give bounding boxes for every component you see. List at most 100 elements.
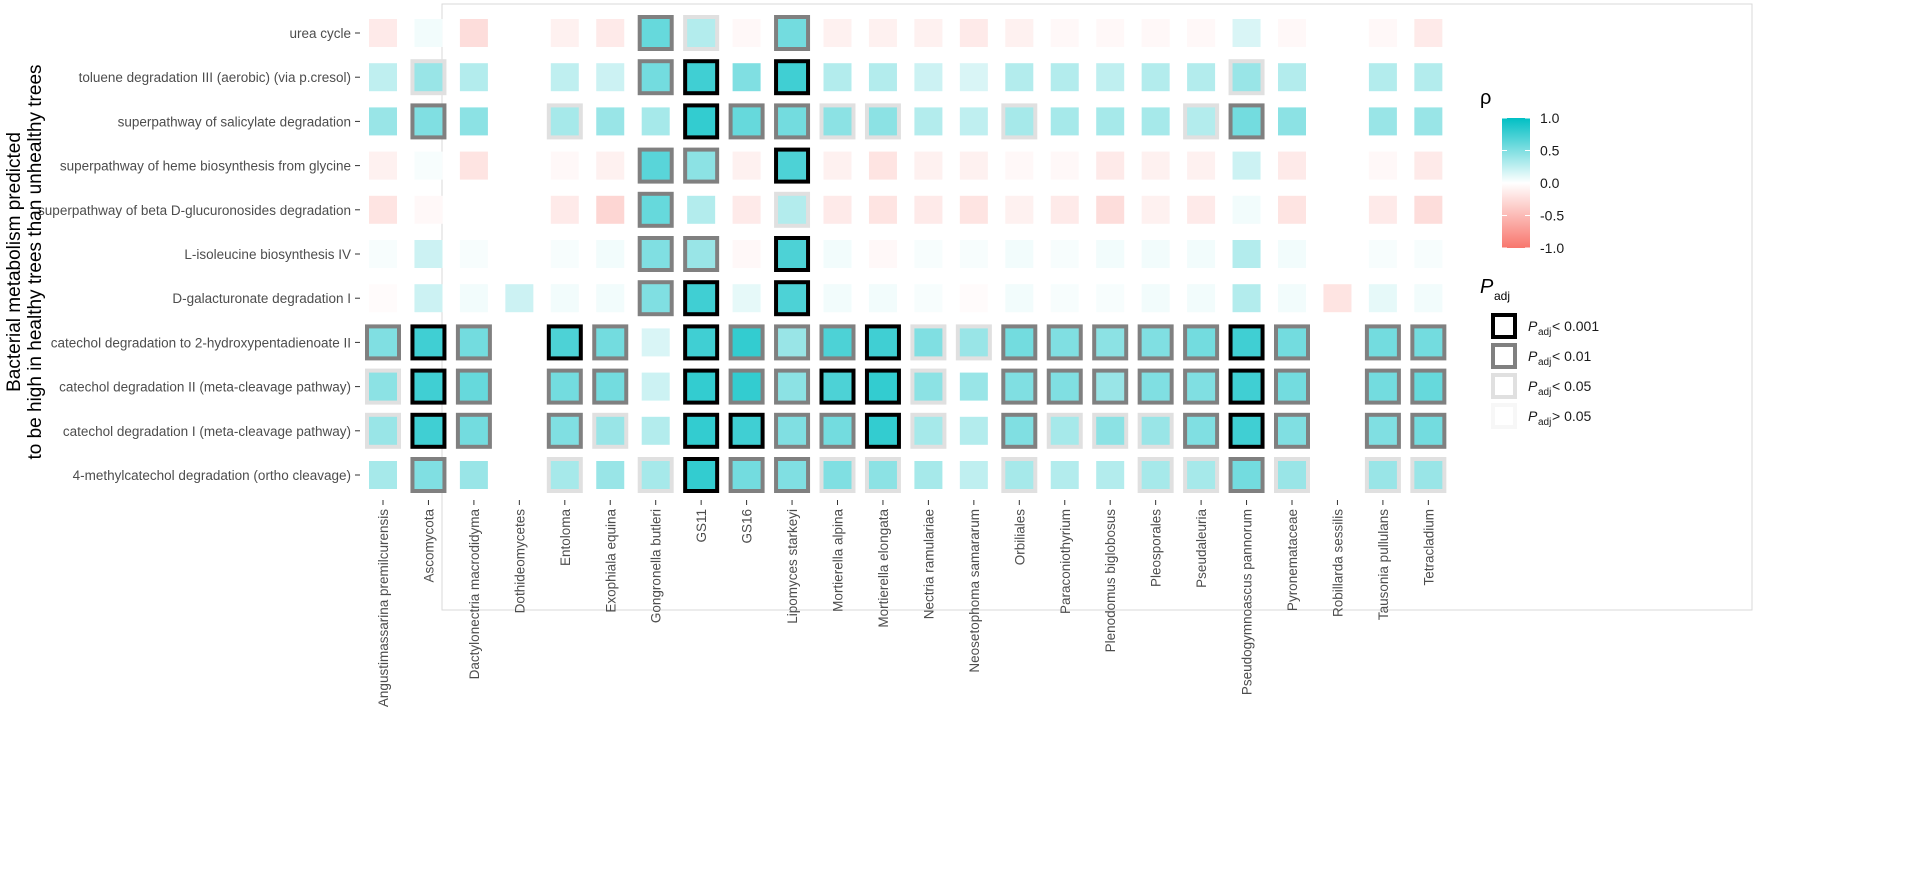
correlation-square — [641, 461, 670, 489]
correlation-square — [778, 372, 807, 401]
correlation-square — [414, 195, 443, 224]
correlation-square — [1368, 107, 1397, 136]
heatmap-cell — [732, 151, 761, 180]
correlation-square — [459, 63, 488, 92]
heatmap-cell — [819, 324, 856, 361]
correlation-square — [1368, 461, 1397, 489]
heatmap-cell — [1050, 461, 1079, 489]
correlation-square — [459, 107, 488, 136]
heatmap-cell — [868, 284, 897, 313]
correlation-square — [596, 195, 625, 224]
x-tick-label: Dactylonectria macrodidyma — [467, 509, 482, 680]
padj-legend-label-rest: > 0.05 — [1552, 408, 1592, 424]
heatmap-cell — [1183, 457, 1220, 493]
x-axis-labels: Angustimassarina premilcurensis Ascomycot… — [376, 500, 1436, 707]
heatmap-cell — [550, 63, 579, 92]
correlation-square — [687, 151, 716, 180]
heatmap-cell — [774, 457, 811, 493]
heatmap-cell — [546, 324, 583, 361]
heatmap-cell — [369, 107, 397, 136]
heatmap-cell — [1141, 63, 1170, 92]
correlation-square — [1414, 151, 1443, 180]
padj-legend-label: P — [1528, 378, 1538, 394]
correlation-square — [1096, 107, 1125, 136]
heatmap-cell — [641, 328, 670, 357]
correlation-square — [914, 63, 943, 92]
correlation-square — [1414, 372, 1443, 401]
heatmap-cell — [546, 412, 583, 449]
heatmap-cell — [1364, 368, 1401, 405]
heatmap-cell — [683, 147, 720, 184]
heatmap-cell — [823, 284, 852, 313]
correlation-square — [459, 372, 488, 401]
heatmap-cell — [687, 195, 716, 224]
heatmap-cell — [550, 19, 579, 47]
y-tick-label: L-isoleucine biosynthesis IV — [184, 247, 351, 262]
x-tick-label: Lipomyces starkeyi — [785, 509, 800, 624]
correlation-square — [1368, 195, 1397, 224]
correlation-square — [687, 19, 716, 47]
correlation-square — [641, 195, 670, 224]
heatmap-cell — [1414, 107, 1443, 136]
y-tick-label: catechol degradation I (meta-cleavage pa… — [63, 424, 351, 439]
heatmap-cell — [592, 324, 629, 361]
heatmap-cell — [732, 284, 761, 313]
heatmap-cell — [1183, 103, 1220, 140]
correlation-square — [1368, 19, 1397, 47]
correlation-square — [1232, 461, 1261, 489]
x-tick-label: Entoloma — [558, 509, 573, 567]
heatmap-cell — [1141, 151, 1170, 180]
correlation-square — [459, 328, 488, 357]
correlation-square — [550, 328, 579, 357]
correlation-square — [1278, 19, 1306, 47]
correlation-square — [369, 328, 397, 357]
heatmap-cell — [596, 195, 625, 224]
correlation-square — [459, 461, 488, 489]
correlation-square — [369, 195, 397, 224]
correlation-square — [1278, 240, 1306, 268]
heatmap-cell — [414, 151, 443, 180]
correlation-square — [1187, 195, 1216, 224]
heatmap-cell — [1141, 107, 1170, 136]
heatmap-cell — [1414, 240, 1443, 268]
heatmap-cell — [637, 15, 674, 51]
heatmap-cell — [959, 416, 988, 445]
padj-legend-key — [1491, 313, 1517, 339]
correlation-square — [687, 240, 716, 268]
correlation-square — [959, 19, 988, 47]
heatmap-cell — [546, 457, 583, 493]
correlation-square — [959, 416, 988, 445]
y-tick-label: urea cycle — [289, 26, 351, 41]
correlation-square — [1414, 107, 1443, 136]
correlation-square — [369, 63, 397, 92]
correlation-square — [369, 107, 397, 136]
heatmap-cell — [1228, 457, 1265, 493]
heatmap-cell — [819, 412, 856, 449]
heatmap-cell — [1137, 368, 1174, 405]
correlation-square — [641, 19, 670, 47]
heatmap-cell — [683, 280, 720, 317]
y-tick-label: toluene degradation III (aerobic) (via p… — [79, 70, 351, 85]
y-tick-label: 4-methylcatechol degradation (ortho clea… — [73, 468, 351, 483]
heatmap-cell — [414, 284, 443, 313]
x-tick-label: Pseudaleuria — [1194, 509, 1209, 588]
correlation-square — [732, 328, 761, 357]
x-tick-label: Pyronemataceae — [1285, 509, 1300, 611]
heatmap-cell — [774, 412, 811, 449]
heatmap-cell — [1001, 103, 1038, 140]
heatmap-cell — [1368, 63, 1397, 92]
heatmap-cell — [1183, 368, 1220, 405]
heatmap-cell — [1187, 151, 1216, 180]
x-tick-label: Orbiliales — [1012, 509, 1027, 566]
correlation-square — [1368, 372, 1397, 401]
correlation-square — [1141, 240, 1170, 268]
correlation-square — [959, 240, 988, 268]
correlation-square — [914, 240, 943, 268]
heatmap-cell — [1046, 368, 1083, 405]
correlation-square — [1232, 19, 1261, 47]
correlation-square — [868, 19, 897, 47]
correlation-square — [1050, 284, 1079, 313]
correlation-square — [959, 63, 988, 92]
x-tick-label: Mortierella elongata — [876, 509, 891, 628]
